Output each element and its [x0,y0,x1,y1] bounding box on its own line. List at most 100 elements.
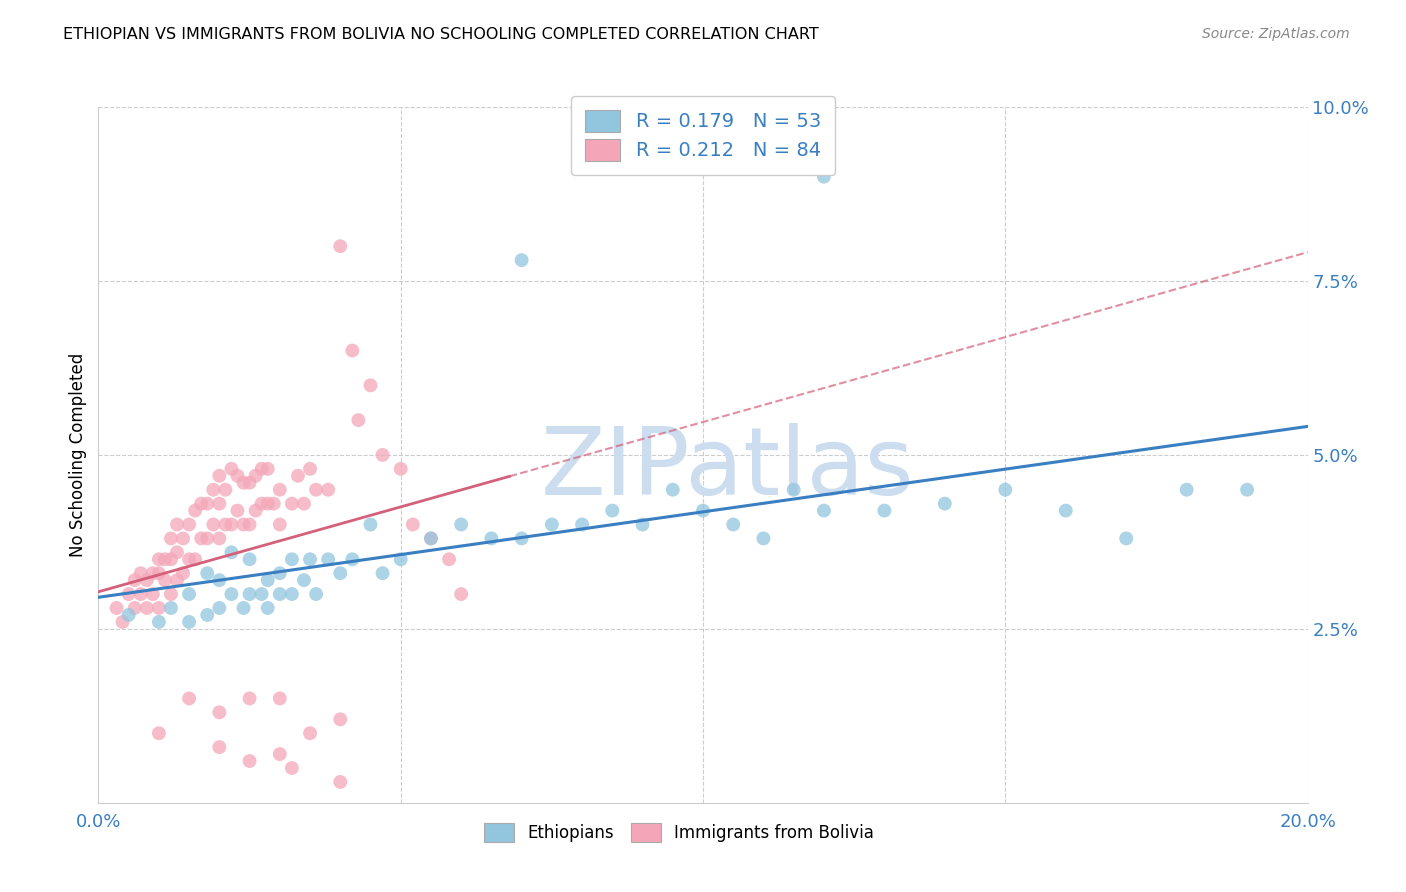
Point [316,483,339,497]
Point [179,691,201,706]
Point [124,601,146,615]
Point [221,462,243,476]
Point [148,552,170,566]
Point [281,587,304,601]
Point [752,532,775,546]
Point [166,545,188,559]
Point [226,468,249,483]
Point [239,754,262,768]
Point [661,483,683,497]
Point [269,691,291,706]
Point [692,503,714,517]
Point [256,497,278,511]
Point [292,497,315,511]
Point [153,573,176,587]
Y-axis label: No Schooling Completed: No Schooling Completed [69,353,87,557]
Point [148,615,170,629]
Point [245,503,267,517]
Point [269,587,291,601]
Point [329,566,352,581]
Point [208,468,231,483]
Point [420,532,443,546]
Point [1054,503,1077,517]
Point [221,587,243,601]
Point [342,552,364,566]
Point [153,552,176,566]
Point [172,566,194,581]
Point [269,517,291,532]
Point [184,552,207,566]
Point [329,239,352,253]
Point [360,378,382,392]
Point [239,552,262,566]
Point [305,483,328,497]
Point [105,601,128,615]
Point [371,448,394,462]
Point [1115,532,1137,546]
Point [245,468,267,483]
Point [450,517,472,532]
Point [371,566,394,581]
Point [202,483,225,497]
Point [281,497,304,511]
Point [402,517,425,532]
Point [179,615,201,629]
Point [250,462,273,476]
Point [250,587,273,601]
Point [160,552,183,566]
Point [450,587,472,601]
Point [813,169,835,184]
Point [250,497,273,511]
Point [195,532,218,546]
Point [135,573,157,587]
Point [256,462,278,476]
Point [129,587,152,601]
Point [602,503,624,517]
Point [135,601,157,615]
Point [437,552,460,566]
Point [118,607,141,622]
Point [202,517,225,532]
Point [208,497,231,511]
Point [239,691,262,706]
Text: Source: ZipAtlas.com: Source: ZipAtlas.com [1202,27,1350,41]
Point [281,761,304,775]
Point [783,483,806,497]
Point [239,475,262,490]
Text: ETHIOPIAN VS IMMIGRANTS FROM BOLIVIA NO SCHOOLING COMPLETED CORRELATION CHART: ETHIOPIAN VS IMMIGRANTS FROM BOLIVIA NO … [63,27,820,42]
Point [232,475,254,490]
Point [305,587,328,601]
Point [148,566,170,581]
Point [208,706,231,720]
Point [226,503,249,517]
Point [118,587,141,601]
Point [631,517,654,532]
Point [142,566,165,581]
Point [269,566,291,581]
Point [208,740,231,755]
Point [111,615,134,629]
Point [160,601,183,615]
Point [179,552,201,566]
Point [124,573,146,587]
Point [342,343,364,358]
Point [221,517,243,532]
Point [179,517,201,532]
Point [232,517,254,532]
Point [316,552,339,566]
Point [934,497,956,511]
Point [299,552,322,566]
Point [208,532,231,546]
Text: ZIPatlas: ZIPatlas [540,423,914,515]
Point [232,601,254,615]
Point [510,532,533,546]
Point [360,517,382,532]
Point [160,587,183,601]
Point [214,517,236,532]
Point [299,462,322,476]
Point [148,726,170,740]
Point [389,462,412,476]
Point [214,483,236,497]
Point [190,497,212,511]
Point [269,747,291,761]
